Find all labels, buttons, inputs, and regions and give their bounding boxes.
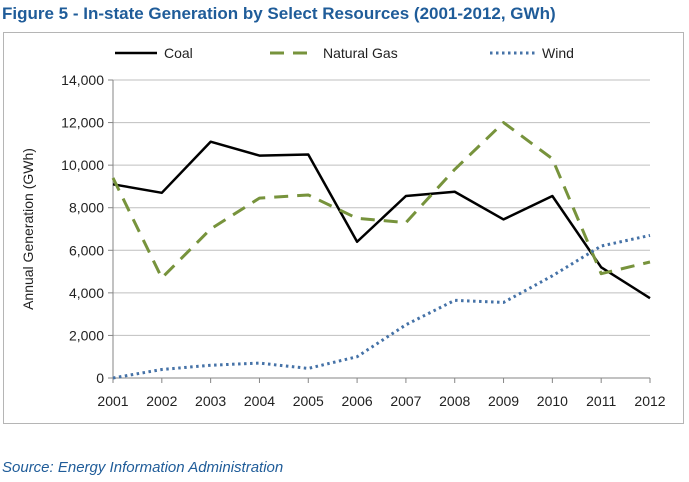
legend-label: Wind	[542, 45, 574, 61]
axis-labels: 0 2,000 4,000 6,000 8,000 10,000 12,000 14,000 2…	[20, 72, 666, 409]
x-tick-label: 2009	[488, 393, 519, 409]
series-line-coal	[112, 140, 651, 300]
x-tick-label: 2008	[439, 393, 470, 409]
x-tick-label: 2001	[97, 393, 128, 409]
y-tick-label: 14,000	[61, 72, 104, 88]
x-tick-label: 2002	[146, 393, 177, 409]
axes	[108, 79, 651, 383]
x-tick-label: 2011	[586, 393, 616, 409]
legend: Coal Natural Gas Wind	[115, 45, 574, 61]
y-tick-label: 0	[96, 370, 104, 386]
x-tick-label: 2003	[195, 393, 226, 409]
figure-title: Figure 5 - In-state Generation by Select…	[2, 4, 556, 23]
x-tick-label: 2010	[537, 393, 568, 409]
y-tick-label: 2,000	[69, 327, 104, 343]
y-axis-label: Annual Generation (GWh)	[20, 148, 36, 310]
y-tick-label: 6,000	[69, 242, 104, 258]
series-line-wind	[112, 233, 651, 380]
y-tick-label: 4,000	[69, 285, 104, 301]
gridlines	[113, 79, 650, 336]
y-tick-label: 12,000	[61, 115, 104, 131]
x-tick-label: 2004	[244, 393, 275, 409]
x-tick-label: 2006	[342, 393, 373, 409]
source-note: Source: Energy Information Administratio…	[2, 459, 284, 476]
x-tick-label: 2007	[390, 393, 421, 409]
x-tick-label: 2005	[293, 393, 324, 409]
legend-label: Coal	[164, 45, 193, 61]
series-group	[111, 121, 651, 380]
y-tick-label: 8,000	[69, 200, 104, 216]
chart-frame	[3, 32, 684, 424]
y-tick-label: 10,000	[61, 157, 104, 173]
legend-label: Natural Gas	[323, 45, 398, 61]
x-tick-label: 2012	[634, 393, 665, 409]
series-line-natural-gas	[111, 121, 651, 280]
